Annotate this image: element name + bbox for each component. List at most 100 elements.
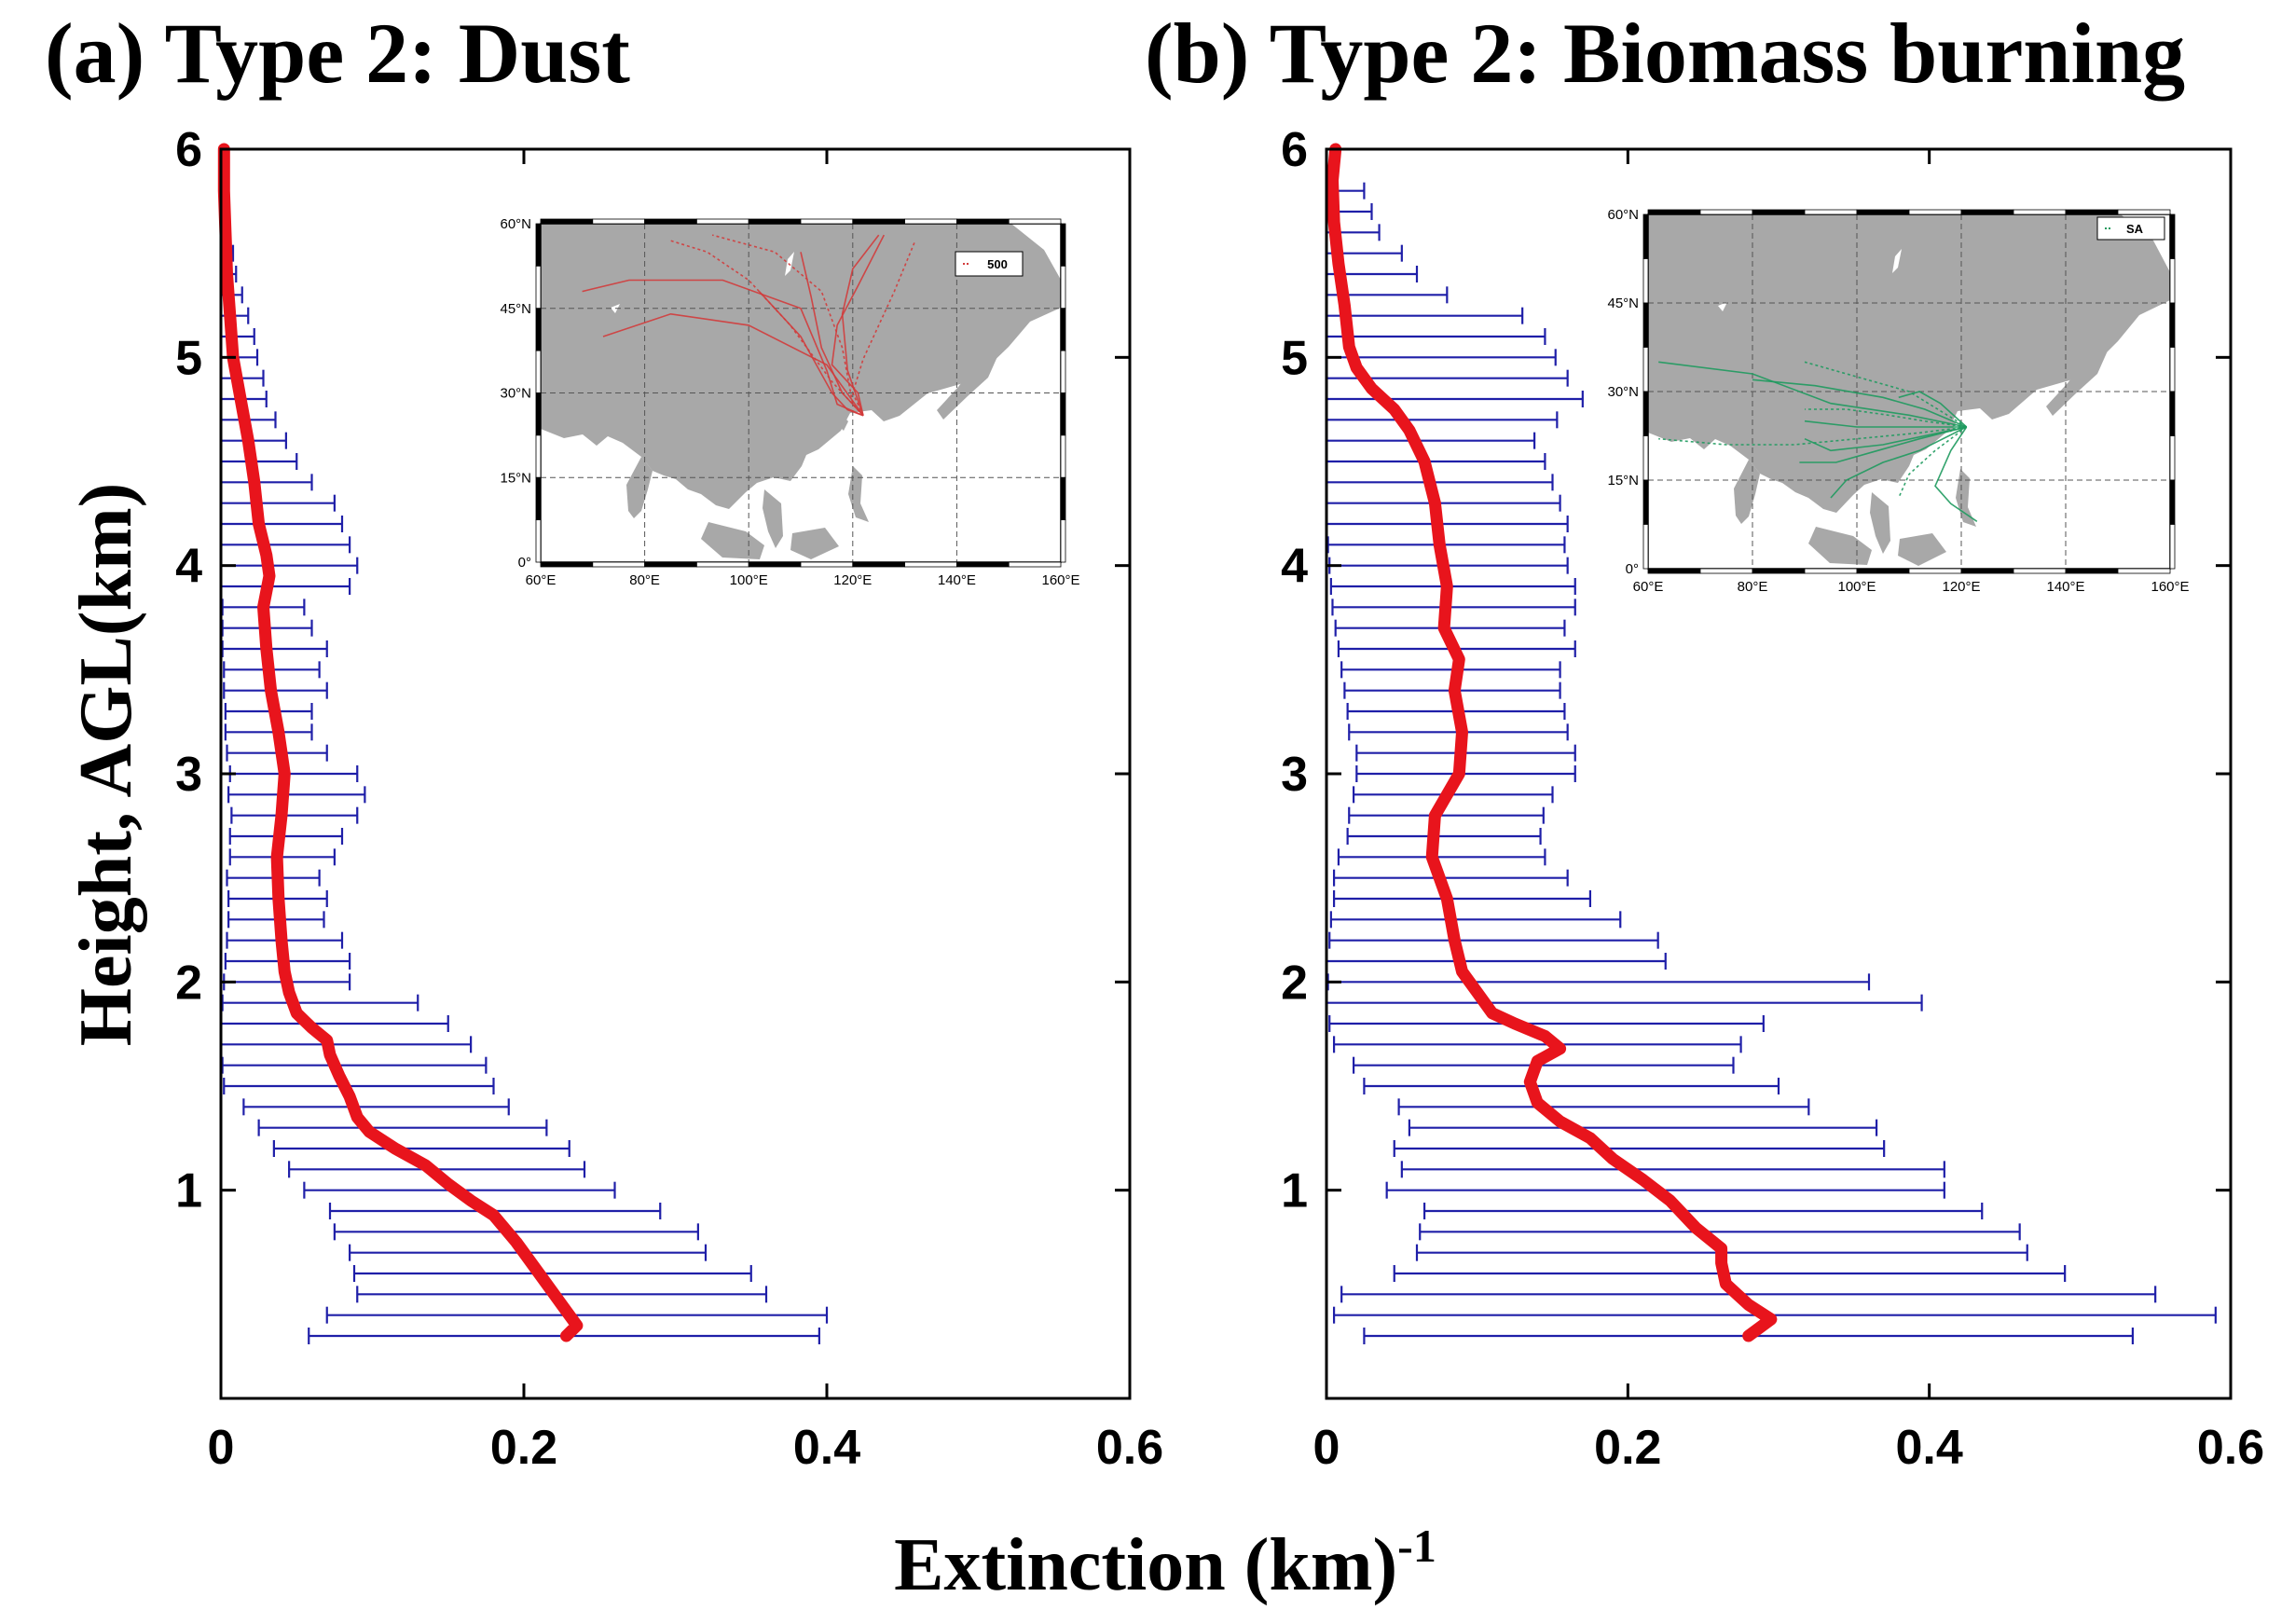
map-border-segment [1804,568,1858,574]
y-tick-label: 1 [1281,1164,1308,1218]
panel-a-axes: 0 0.2 0.4 0.6 1 2 3 4 5 6 [175,123,1163,1475]
y-tick-label: 4 [175,540,202,594]
error-bar [219,557,359,574]
map-border-segment [644,218,697,225]
map-border-segment [1960,209,2014,215]
map-border-segment [800,561,854,568]
panel-a-mean-line [217,143,584,1342]
map-border-segment [2169,435,2176,481]
map-borneo [1898,533,1946,566]
error-bar [1326,536,1566,554]
error-bar [1328,931,1659,949]
error-bar [333,1223,699,1241]
error-bar [219,474,313,491]
map-lake-baikal [1892,249,1902,273]
map-border-segment [540,218,594,225]
map-border-segment [696,218,749,225]
error-bar [228,765,359,782]
map-border-segment [1699,209,1753,215]
error-bar [1363,1078,1780,1094]
map-border-segment [1642,524,1649,570]
map-border-segment [1060,223,1066,267]
map-border-segment [535,308,542,351]
map-legend: SA [2096,216,2165,241]
error-bar [257,1119,548,1136]
error-bar [1325,516,1569,532]
map-lon-label: 100°E [1837,579,1876,595]
trajectory-line [758,291,864,417]
error-bar [1393,1140,1886,1157]
panel-b-axes: 0 0.2 0.4 0.6 1 2 3 4 5 6 [1281,123,2264,1475]
error-bar [1397,1098,1810,1116]
map-checker-border [1642,209,2176,574]
map-border-segment [1008,218,1062,225]
trajectory-line [711,234,864,417]
error-bar [219,453,298,470]
trajectory-line [1799,426,1967,463]
map-border-segment [1752,568,1806,574]
error-bar [1325,453,1546,470]
x-axis-label: Extinction (km)-1 [894,1520,1436,1606]
map-lat-label: 15°N [1607,473,1639,489]
map-lat-label: 60°N [500,216,531,232]
map-lon-label: 160°E [2151,579,2189,595]
error-bar [228,828,344,845]
error-bar [1400,1161,1945,1178]
panel-b-trajectory-map: 0° 15°N 30°N 45°N 60°N 60°E 80°E 100°E 120°E 140°… [1607,207,2189,595]
y-axis-label: Height, AGL(km) [65,483,147,1046]
map-indochina [763,489,783,548]
map-lon-label: 140°E [938,572,976,588]
map-border-segment [2117,209,2171,215]
error-bar [219,1015,449,1032]
trajectory-line [1804,361,1968,428]
error-bar [227,786,366,804]
map-philippines [1956,469,1976,527]
mean-extinction-line [217,143,584,1342]
trajectory-line [1804,420,1967,428]
error-bar [1348,806,1545,824]
map-border-segment [852,218,905,225]
map-border-segment [1060,392,1066,436]
y-tick-label: 2 [1281,956,1308,1010]
error-bar [242,1098,510,1116]
map-borneo [790,528,839,559]
map-asia-landmass [541,224,1061,509]
map-checker-border [535,218,1066,568]
map-border-segment [1856,568,1910,574]
error-bar [1422,1203,1984,1219]
error-bar [224,723,313,741]
error-bar [1346,828,1542,845]
map-india [626,457,653,518]
map-border-segment [1642,391,1649,436]
map-border-segment [540,561,594,568]
y-tick-label: 1 [175,1164,202,1218]
error-bar [352,1265,752,1282]
map-border-segment [1699,568,1753,574]
error-bar [219,516,344,532]
panel-b-biomass-burning: (b) Type 2: Biomass burning 0 0.2 0.4 0.612… [1145,6,2264,1475]
error-bar [1340,1286,2157,1303]
map-border-segment [2065,209,2119,215]
map-tick-labels: 0° 15°N 30°N 45°N 60°N 60°E 80°E 100°E 120°E 140°… [500,216,1079,588]
x-tick-label: 0.4 [793,1421,860,1475]
map-border-segment [1642,435,1649,481]
map-lon-label: 60°E [526,572,557,588]
map-border-segment [800,218,854,225]
y-tick-label: 4 [1281,540,1308,594]
trajectory-line [1934,426,1978,522]
error-bar [221,994,419,1012]
map-border-segment [1060,519,1066,563]
map-trajectories [582,234,916,417]
map-border-segment [2169,479,2176,525]
trajectory-line [851,240,916,417]
map-japan [2046,343,2109,416]
map-border-segment [852,561,905,568]
error-bar [1419,1223,2021,1241]
panel-a-title: (a) Type 2: Dust [45,6,630,101]
error-bar [1332,869,1569,887]
map-sumatra [1808,527,1872,565]
map-lat-label: 15°N [500,470,531,486]
trajectory-line [831,234,886,416]
error-bar [1332,890,1592,907]
x-tick-label: 0.2 [1594,1421,1661,1475]
